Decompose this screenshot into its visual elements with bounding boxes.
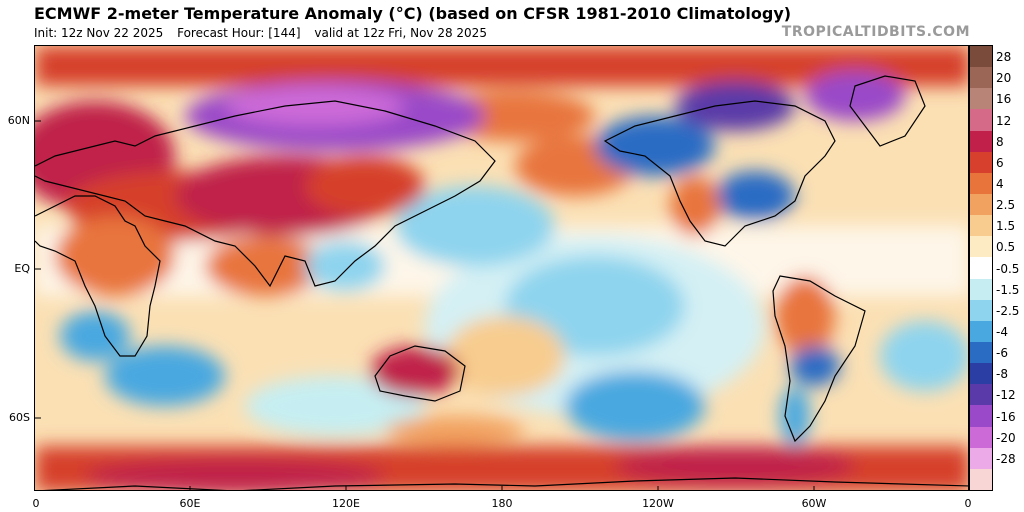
colorbar-label: -28 — [996, 451, 1016, 466]
colorbar-swatch — [970, 426, 992, 449]
colorbar-swatch — [970, 88, 992, 110]
colorbar-label: -4 — [996, 324, 1008, 339]
coastlines — [35, 75, 968, 490]
colorbar-swatch — [970, 109, 992, 132]
colorbar-swatch — [970, 130, 992, 153]
lon-label-120e: 120E — [332, 497, 360, 510]
colorbar-label: -6 — [996, 346, 1008, 361]
colorbar-label: -1.5 — [996, 282, 1020, 297]
colorbar-swatch — [970, 468, 992, 491]
lon-label-60e: 60E — [179, 497, 201, 510]
colorbar-label: 12 — [996, 113, 1012, 128]
colorbar-swatch — [970, 236, 992, 258]
lon-label-120w: 120W — [642, 497, 674, 510]
colorbar-swatch — [970, 67, 992, 89]
lon-label-0-east: 0 — [964, 497, 972, 510]
colorbar-label: 6 — [996, 155, 1004, 170]
colorbar-swatch — [970, 363, 992, 385]
colorbar-swatch — [970, 320, 992, 343]
colorbar-swatch — [970, 257, 992, 280]
colorbar-swatch — [970, 194, 992, 216]
colorbar-label: 20 — [996, 71, 1012, 86]
colorbar-swatch — [970, 405, 992, 428]
valid-time: valid at 12z Fri, Nov 28 2025 — [314, 26, 487, 40]
colorbar — [969, 45, 993, 491]
colorbar-swatch — [970, 151, 992, 174]
colorbar-swatch — [970, 278, 992, 301]
colorbar-label: -2.5 — [996, 303, 1020, 318]
colorbar-label: -12 — [996, 388, 1016, 403]
lat-label-eq: EQ — [14, 262, 30, 275]
lat-label-60n: 60N — [7, 114, 30, 127]
colorbar-swatch — [970, 299, 992, 322]
colorbar-label: -8 — [996, 367, 1008, 382]
anomaly-fields — [35, 46, 968, 490]
colorbar-label: 16 — [996, 92, 1012, 107]
colorbar-label: 4 — [996, 176, 1004, 191]
colorbar-label: -20 — [996, 430, 1016, 445]
anomaly-map-canvas — [35, 46, 968, 490]
init-time: Init: 12z Nov 22 2025 — [34, 26, 164, 40]
colorbar-swatch — [970, 342, 992, 364]
lon-label-0: 0 — [32, 497, 40, 510]
brand-watermark: TROPICALTIDBITS.COM — [781, 24, 970, 40]
colorbar-label: 8 — [996, 134, 1004, 149]
lon-label-60w: 60W — [801, 497, 827, 510]
chart-title: ECMWF 2-meter Temperature Anomaly (°C) (… — [34, 4, 792, 23]
colorbar-label: -0.5 — [996, 261, 1020, 276]
colorbar-swatch — [970, 46, 992, 68]
colorbar-label: 1.5 — [996, 219, 1016, 234]
anomaly-map — [34, 45, 969, 491]
graticule-ticks — [35, 120, 815, 490]
forecast-hour: Forecast Hour: [144] — [177, 26, 301, 40]
colorbar-swatch — [970, 384, 992, 406]
colorbar-swatch — [970, 172, 992, 195]
colorbar-label: -16 — [996, 409, 1016, 424]
colorbar-swatch — [970, 215, 992, 237]
lat-label-60s: 60S — [9, 411, 30, 424]
lon-label-180: 180 — [491, 497, 513, 510]
colorbar-label: 28 — [996, 50, 1012, 65]
colorbar-swatch — [970, 447, 992, 470]
colorbar-label: 0.5 — [996, 240, 1016, 255]
colorbar-label: 2.5 — [996, 198, 1016, 213]
forecast-info: Init: 12z Nov 22 2025 Forecast Hour: [14… — [34, 26, 497, 40]
